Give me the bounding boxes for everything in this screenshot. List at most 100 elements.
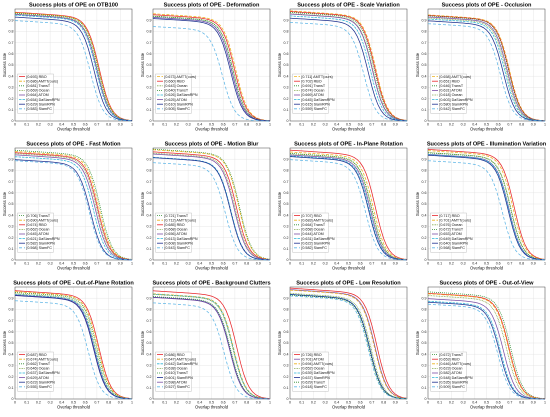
y-axis-label: Success rate — [2, 330, 7, 355]
y-tick-label: 0.8 — [421, 169, 426, 173]
x-tick-label: 0.5 — [209, 262, 214, 266]
x-tick-label: 0 — [14, 123, 16, 127]
x-tick-label: 0.5 — [346, 401, 351, 405]
legend-entry: [0.668] Ocean — [164, 228, 187, 232]
x-tick-label: 0.3 — [323, 123, 328, 127]
x-tick-label: 0.2 — [36, 401, 41, 405]
legend-entry: [0.674] RBO — [26, 223, 46, 227]
y-tick-label: 0.2 — [284, 97, 289, 101]
series-line — [289, 154, 408, 261]
series-line — [14, 11, 133, 121]
x-tick-label: 0.7 — [232, 401, 237, 405]
plot-title: Success plots of OPE - Scale Variation — [297, 3, 400, 9]
legend-entry: [0.676] Ocean — [439, 223, 462, 227]
y-tick-label: 0.1 — [9, 386, 14, 390]
y-tick-label: 0 — [12, 258, 14, 262]
y-tick-label: 0.9 — [9, 296, 14, 300]
series-line — [289, 289, 408, 399]
x-tick-label: 0.3 — [460, 262, 465, 266]
y-axis-label: Success rate — [277, 52, 282, 77]
legend-entry: [0.535] SiamRPN — [439, 380, 468, 384]
legend-entry: [0.644] ATOM — [301, 232, 323, 236]
x-axis-label: Overlap threshold — [332, 405, 366, 410]
x-tick-label: 0.8 — [519, 401, 524, 405]
y-tick-label: 0.1 — [9, 247, 14, 251]
y-axis-label: Success rate — [277, 191, 282, 216]
y-tick-label: 0.7 — [284, 41, 289, 45]
legend-entry: [0.651] RBO — [439, 79, 459, 83]
x-tick-label: 0 — [152, 262, 154, 266]
series-line — [289, 22, 408, 122]
series-line — [427, 152, 545, 261]
y-tick-label: 0.6 — [284, 330, 289, 334]
series-line — [289, 11, 408, 121]
y-axis-label: Success rate — [277, 330, 282, 355]
legend-entry: [0.726] RBO — [301, 353, 321, 357]
plot-frame — [427, 147, 545, 261]
series-line — [152, 296, 270, 400]
x-tick-label: 0.6 — [220, 123, 225, 127]
x-tick-label: 0.8 — [519, 262, 524, 266]
plot-frame — [427, 286, 545, 400]
series-line — [14, 154, 133, 261]
x-tick-label: 0.5 — [484, 123, 489, 127]
series-line — [14, 151, 133, 260]
y-tick-label: 0.4 — [146, 213, 151, 217]
x-tick-label: 0.3 — [48, 401, 53, 405]
success-plot-panel: Success plots of OPE - Motion Blur 0 0.1 0.… — [138, 139, 276, 278]
success-plot-panel: Success plots of OPE - Deformation 0 0.1 0.… — [138, 0, 276, 139]
plot-frame — [289, 147, 408, 261]
x-axis-label: Overlap threshold — [332, 127, 366, 132]
legend-entry: [0.568] SiamFC — [439, 246, 465, 250]
x-tick-label: 0 — [427, 401, 429, 405]
legend-entry: [0.623] SiamRPN — [26, 380, 55, 384]
legend-entry: [0.637] SiamRPN — [301, 376, 330, 380]
x-tick-label: 0.2 — [173, 123, 178, 127]
y-tick-label: 0.3 — [284, 86, 289, 90]
y-tick-label: 0.6 — [146, 330, 151, 334]
y-tick-label: 0.3 — [284, 225, 289, 229]
legend-entry: [0.691] TransT — [301, 84, 326, 88]
y-tick-label: 0.7 — [421, 180, 426, 184]
y-tick-label: 0.4 — [284, 213, 289, 217]
x-tick-label: 0.2 — [36, 262, 41, 266]
y-tick-label: 0.8 — [9, 30, 14, 34]
y-tick-label: 0.4 — [421, 352, 426, 356]
legend-entry: [0.647] AMTT(ours) — [164, 357, 196, 361]
x-tick-label: 0.9 — [530, 123, 535, 127]
legend-entry: [0.583] SiamFC — [26, 107, 52, 111]
legend-entry: [0.568] SiamFC — [26, 246, 52, 250]
y-tick-label: 0.7 — [284, 319, 289, 323]
legend-entry: [0.582] SiamRPN — [26, 241, 55, 245]
x-tick-label: 0.6 — [83, 123, 88, 127]
x-tick-label: 0.3 — [460, 123, 465, 127]
series-line — [427, 154, 545, 261]
x-tick-label: 1 — [406, 123, 408, 127]
plot-title: Success plots of OPE - Out-of-Plane Rota… — [13, 281, 134, 287]
y-tick-label: 0.8 — [284, 30, 289, 34]
series-line — [14, 293, 133, 400]
y-tick-label: 0.4 — [421, 213, 426, 217]
series-line — [152, 13, 270, 122]
x-tick-label: 0.6 — [495, 123, 500, 127]
legend-entry: [0.693] RBO — [26, 75, 46, 79]
y-tick-label: 0.4 — [9, 74, 14, 78]
y-tick-label: 0.4 — [421, 74, 426, 78]
x-tick-label: 1 — [131, 123, 133, 127]
x-tick-label: 0.8 — [106, 401, 111, 405]
x-tick-label: 0.5 — [484, 401, 489, 405]
y-tick-label: 0.7 — [9, 319, 14, 323]
x-tick-label: 1 — [269, 123, 271, 127]
success-plot-svg: Success plots of OPE - Deformation 0 0.1 0.… — [140, 3, 271, 132]
x-tick-label: 0.1 — [437, 262, 442, 266]
plot-title: Success plots of OPE - Motion Blur — [164, 142, 259, 148]
x-tick-label: 0.2 — [173, 401, 178, 405]
x-tick-label: 0.6 — [358, 262, 363, 266]
legend-entry: [0.653] ATOM — [439, 232, 461, 236]
legend-entry: [0.681] TransT — [26, 84, 51, 88]
series-line — [152, 157, 270, 261]
series-line — [427, 14, 545, 122]
series-line — [14, 14, 133, 122]
y-tick-label: 0.7 — [9, 180, 14, 184]
